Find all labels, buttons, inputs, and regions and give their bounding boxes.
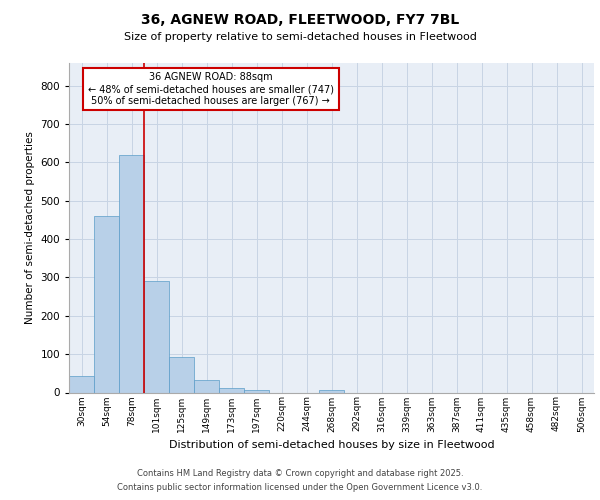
Text: 36 AGNEW ROAD: 88sqm
← 48% of semi-detached houses are smaller (747)
50% of semi: 36 AGNEW ROAD: 88sqm ← 48% of semi-detac… (88, 72, 334, 106)
Text: Contains HM Land Registry data © Crown copyright and database right 2025.: Contains HM Land Registry data © Crown c… (137, 468, 463, 477)
Bar (319, 390, 344, 392)
Bar (219, 388, 244, 392)
X-axis label: Distribution of semi-detached houses by size in Fleetwood: Distribution of semi-detached houses by … (169, 440, 494, 450)
Bar (94, 216, 119, 392)
Bar (69, 376, 94, 392)
Bar (119, 156, 144, 392)
Y-axis label: Number of semi-detached properties: Number of semi-detached properties (25, 131, 35, 324)
Bar (169, 357, 194, 392)
Bar (244, 390, 269, 392)
Text: 36, AGNEW ROAD, FLEETWOOD, FY7 7BL: 36, AGNEW ROAD, FLEETWOOD, FY7 7BL (141, 12, 459, 26)
Text: Contains public sector information licensed under the Open Government Licence v3: Contains public sector information licen… (118, 484, 482, 492)
Bar (194, 380, 219, 392)
Bar (144, 281, 169, 392)
Text: Size of property relative to semi-detached houses in Fleetwood: Size of property relative to semi-detach… (124, 32, 476, 42)
